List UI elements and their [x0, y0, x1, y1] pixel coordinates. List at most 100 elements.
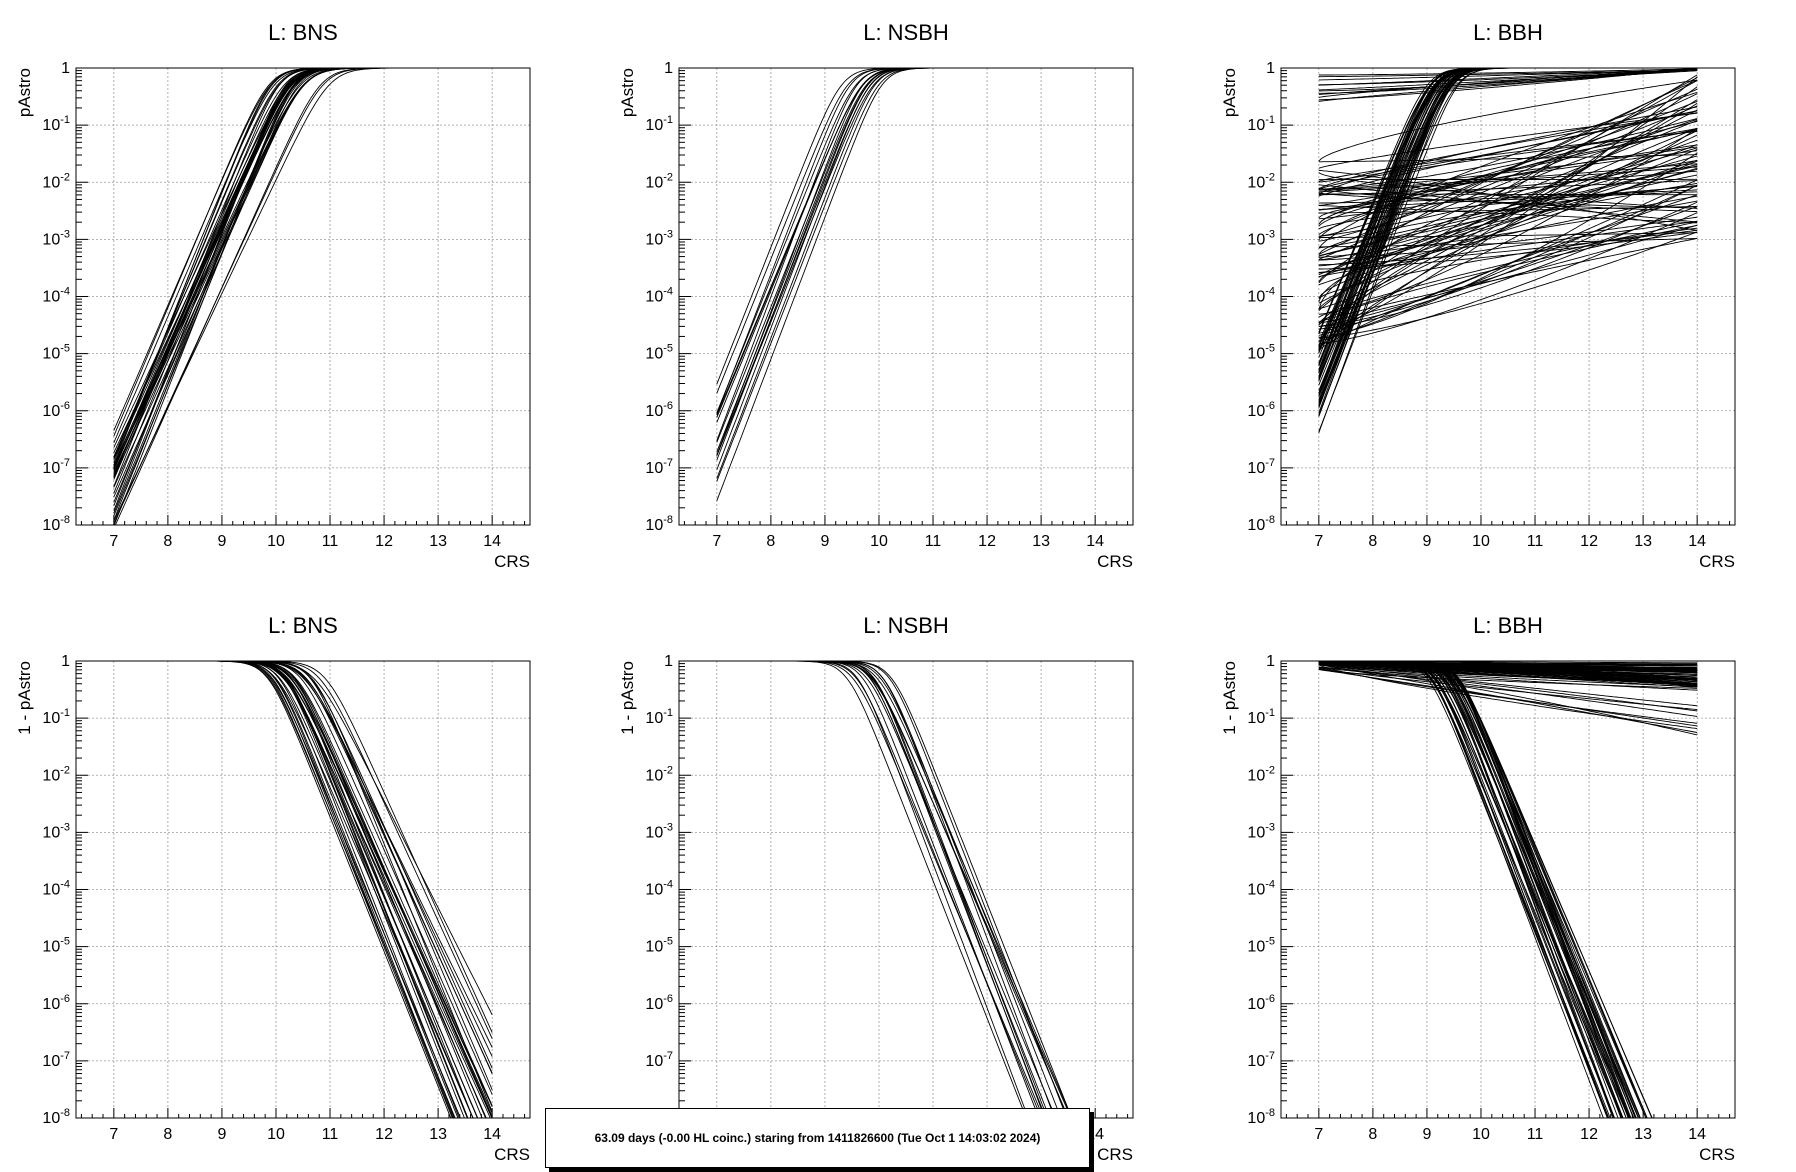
curves [1318, 68, 1698, 433]
grid [76, 67, 530, 525]
panel-one-minus-pastro-nsbh: 7891011121314110-110-210-310-410-510-610… [618, 613, 1134, 1164]
x-tick-label: 9 [1422, 533, 1431, 550]
data-curve [716, 68, 1096, 479]
y-tick-label: 1 [1266, 653, 1275, 670]
x-tick-label: 8 [766, 533, 775, 550]
x-tick-label: 13 [1032, 533, 1050, 550]
data-curve [1318, 237, 1698, 323]
x-tick-label: 14 [1688, 533, 1706, 550]
data-curve [113, 68, 493, 521]
data-curve [113, 661, 469, 1118]
data-curve [1318, 105, 1698, 260]
data-curve [1318, 68, 1698, 417]
data-curve [716, 661, 1073, 1118]
data-curve [1318, 130, 1698, 191]
data-curve [716, 661, 1046, 1118]
data-curve [113, 661, 452, 1118]
y-axis-label: 1 - pAstro [618, 661, 637, 735]
x-tick-label: 7 [1314, 1126, 1323, 1143]
y-tick-label: 10-5 [645, 343, 673, 363]
data-curve [1318, 68, 1698, 380]
data-curve [1318, 160, 1698, 273]
data-curve [1318, 232, 1698, 238]
data-curve [113, 68, 493, 511]
data-curve [1318, 668, 1698, 711]
x-axis-label: CRS [1097, 1145, 1133, 1164]
data-curve [1318, 150, 1698, 225]
x-ticks [1285, 1108, 1731, 1118]
x-ticks [80, 515, 526, 525]
data-curve [1318, 661, 1698, 664]
data-curve [716, 68, 1096, 385]
data-curve [716, 661, 1027, 1118]
data-curve [1318, 661, 1698, 681]
y-tick-label: 1 [61, 60, 70, 77]
data-curve [114, 68, 493, 525]
y-axis-label: pAstro [1220, 68, 1239, 117]
x-axis-label: CRS [1699, 552, 1735, 571]
data-curve [113, 68, 493, 506]
data-curve [113, 661, 460, 1118]
x-tick-label: 14 [1086, 533, 1104, 550]
panel-pastro-bbh: 7 8 9 10 11 12 13 14 1 10-1 10-2 10-3 10-4 10-5 10-6 10… [1220, 20, 1736, 571]
y-tick-label: 10-1 [1247, 707, 1275, 727]
data-curve [1318, 664, 1698, 730]
data-curve [1318, 661, 1698, 670]
data-curve [1318, 68, 1698, 358]
data-curve [1318, 189, 1698, 204]
data-curve [1318, 661, 1627, 1118]
data-curve [113, 68, 493, 494]
data-curve [716, 68, 1096, 456]
data-curve [716, 661, 1073, 1118]
y-tick-label: 1 [61, 653, 70, 670]
panel-pastro-bns: 7 8 9 10 11 12 13 14 1 10-1 10-2 10-3 10-4 10-5 10-6 10… [15, 20, 531, 571]
data-curve [1318, 224, 1698, 324]
data-curve [113, 68, 493, 480]
panel-one-minus-pastro-bns: 7 8 9 10 11 12 13 14 1 10-1 10-2 10-3 10-4 10-5 10-6 10… [15, 613, 531, 1164]
data-curve [1318, 668, 1698, 689]
x-tick-label: 10 [1472, 1126, 1490, 1143]
y-ticks [1281, 660, 1293, 1119]
data-curve [716, 68, 1096, 418]
y-tick-label: 10-5 [1247, 936, 1275, 956]
data-curve [1318, 666, 1698, 712]
data-curve [716, 661, 1029, 1118]
data-curve [1318, 661, 1653, 1118]
y-tick-label: 10-6 [645, 993, 673, 1013]
data-curve [716, 661, 1056, 1118]
x-tick-label: 8 [1368, 533, 1377, 550]
data-curve [1318, 68, 1698, 417]
data-curve [1318, 661, 1609, 1118]
x-tick-label: 9 [217, 533, 226, 550]
data-curve [1318, 661, 1698, 688]
data-curve [1318, 68, 1698, 382]
y-tick-label: 10-7 [42, 457, 70, 477]
grid [1281, 660, 1735, 1118]
data-curve [113, 68, 493, 488]
x-tick-label: 13 [429, 533, 447, 550]
data-curve [113, 68, 493, 525]
data-curve [1318, 102, 1698, 274]
data-curve [113, 68, 493, 437]
data-curve [716, 68, 1096, 456]
data-curve [1318, 238, 1698, 248]
x-tick-label: 11 [322, 1126, 339, 1143]
y-axis-label: 1 - pAstro [15, 661, 34, 735]
data-curve [113, 68, 493, 514]
data-curve [113, 661, 459, 1118]
data-curve [1318, 119, 1698, 276]
data-curve [1318, 666, 1698, 736]
data-curve [1318, 229, 1698, 266]
data-curve [1318, 77, 1698, 237]
data-curve [1318, 112, 1698, 169]
data-curve [1318, 68, 1698, 101]
data-curve [1318, 231, 1698, 339]
data-curve [113, 68, 493, 466]
y-ticks [76, 67, 88, 526]
data-curve [113, 661, 493, 1117]
data-curve [113, 661, 493, 1048]
data-curve [113, 661, 493, 1095]
data-curve [113, 661, 468, 1118]
x-tick-label: 7 [712, 533, 721, 550]
panel-one-minus-pastro-bbh: 7 8 9 10 11 12 13 14 1 10-1 10-2 10-3 10-4 10-5 10-6 10… [1220, 613, 1736, 1164]
